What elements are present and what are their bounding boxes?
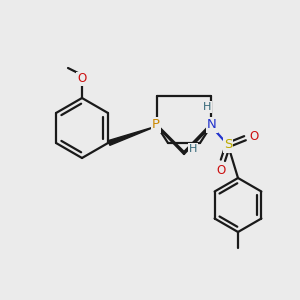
Text: S: S <box>224 139 232 152</box>
Text: O: O <box>77 73 87 85</box>
Text: H: H <box>189 144 197 154</box>
Text: O: O <box>249 130 259 142</box>
Polygon shape <box>108 126 157 146</box>
Text: N: N <box>207 118 217 131</box>
Text: O: O <box>216 164 226 176</box>
Text: H: H <box>203 102 211 112</box>
Text: P: P <box>152 118 160 131</box>
